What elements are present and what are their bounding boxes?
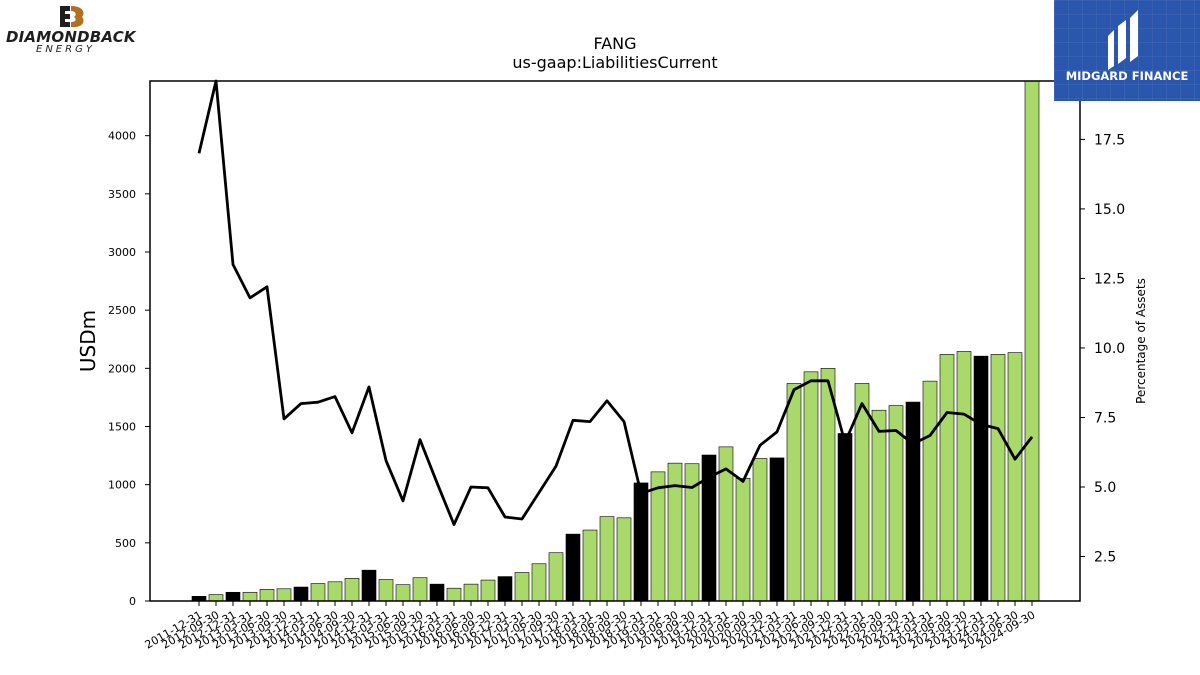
y2-tick-label: 7.5 — [1094, 410, 1116, 426]
y-tick-label: 500 — [115, 537, 136, 550]
bar-2021-03-31 — [786, 383, 802, 602]
bar-2024-03-31 — [990, 354, 1006, 602]
bar-2015-03-31 — [378, 579, 394, 602]
y-tick-label: 4000 — [108, 130, 136, 143]
diamondback-logo-name: DIAMONDBACK — [6, 28, 136, 46]
bar-2015-06-30 — [395, 584, 411, 602]
bar-2014-09-30 — [344, 578, 360, 602]
bar-2020-09-30 — [752, 458, 768, 602]
bar-2017-06-30 — [531, 563, 547, 602]
diamondback-emblem-icon — [60, 6, 84, 28]
y2-tick-label: 12.5 — [1094, 271, 1125, 287]
bar-2016-09-30 — [480, 579, 496, 602]
y2-tick-label: 2.5 — [1094, 550, 1116, 566]
x-axis: 2011-12-312012-09-302012-12-312013-03-31… — [143, 601, 1038, 652]
y-tick-label: 3000 — [108, 246, 136, 259]
bar-2017-03-31 — [514, 572, 530, 602]
bar-2013-09-30 — [276, 588, 292, 602]
bar-2020-06-30 — [735, 477, 751, 602]
bar-2024-09-30 — [1024, 80, 1040, 602]
bar-2021-12-31 — [837, 433, 853, 602]
midgard-logo-name: MIDGARD FINANCE — [1065, 69, 1189, 83]
bar-2014-12-31 — [361, 569, 377, 602]
bar-2018-03-31 — [582, 529, 598, 602]
bar-2012-09-30 — [208, 594, 224, 602]
bar-2023-09-30 — [956, 351, 972, 602]
diamondback-logo-sub: ENERGY — [36, 44, 95, 55]
y2-tick-label: 10.0 — [1094, 341, 1125, 357]
bar-2019-03-31 — [650, 471, 666, 602]
y2-tick-label: 15.0 — [1094, 202, 1125, 218]
y-axis-right: 2.5 5.0 7.5 10.0 12.5 15.0 17.5 — [1080, 132, 1125, 566]
bar-2012-12-31 — [225, 591, 241, 602]
bar-2020-12-31 — [769, 457, 785, 602]
midgard-grid-pattern — [1054, 0, 1200, 101]
percentage-line — [197, 79, 1034, 526]
y-axis-left: 0 500 1000 1500 2000 2500 3000 3500 4000 — [108, 130, 150, 608]
y-tick-label: 2000 — [108, 362, 136, 375]
y2-tick-label: 17.5 — [1094, 132, 1125, 148]
midgard-logo: MIDGARD FINANCE — [1054, 0, 1200, 101]
plot-frame — [149, 80, 1081, 602]
bar-2021-06-30 — [803, 371, 819, 602]
bar-2015-09-30 — [412, 577, 428, 602]
bar-2022-12-31 — [905, 401, 921, 602]
bar-2014-03-31 — [310, 583, 326, 602]
bar-2016-06-30 — [463, 583, 479, 602]
diamondback-logo: DIAMONDBACK ENERGY — [4, 4, 140, 56]
bar-2013-03-31 — [242, 591, 258, 602]
chart-title: FANG — [593, 34, 636, 53]
y-axis-label: USDm — [76, 310, 100, 372]
bar-2016-03-31 — [446, 587, 462, 602]
bar-2013-12-31 — [293, 586, 309, 602]
bar-2023-03-31 — [922, 380, 938, 602]
bar-2023-12-31 — [973, 355, 989, 602]
bar-2016-12-31 — [497, 576, 513, 602]
y-tick-label: 1500 — [108, 421, 136, 434]
bar-2013-06-30 — [259, 589, 275, 602]
y2-tick-label: 5.0 — [1094, 480, 1116, 496]
bar-series — [191, 80, 1040, 602]
y2-axis-label: Percentage of Assets — [1134, 278, 1148, 404]
bar-2015-12-31 — [429, 583, 445, 602]
y-tick-label: 2500 — [108, 304, 136, 317]
chart-subtitle: us-gaap:LiabilitiesCurrent — [512, 53, 717, 72]
bar-2019-06-30 — [667, 462, 683, 602]
bar-2024-06-30 — [1007, 352, 1023, 602]
midgard-emblem-icon — [1108, 10, 1138, 70]
bar-2018-12-31 — [633, 482, 649, 602]
y-tick-label: 0 — [129, 595, 136, 608]
bar-2017-12-31 — [565, 533, 581, 602]
y-tick-label: 1000 — [108, 479, 136, 492]
bar-2018-06-30 — [599, 516, 615, 602]
bar-2023-06-30 — [939, 354, 955, 602]
bar-2014-06-30 — [327, 581, 343, 602]
y-tick-label: 3500 — [108, 188, 136, 201]
bar-2018-09-30 — [616, 517, 632, 602]
bar-2017-09-30 — [548, 552, 564, 602]
bar-2022-06-30 — [871, 409, 887, 602]
